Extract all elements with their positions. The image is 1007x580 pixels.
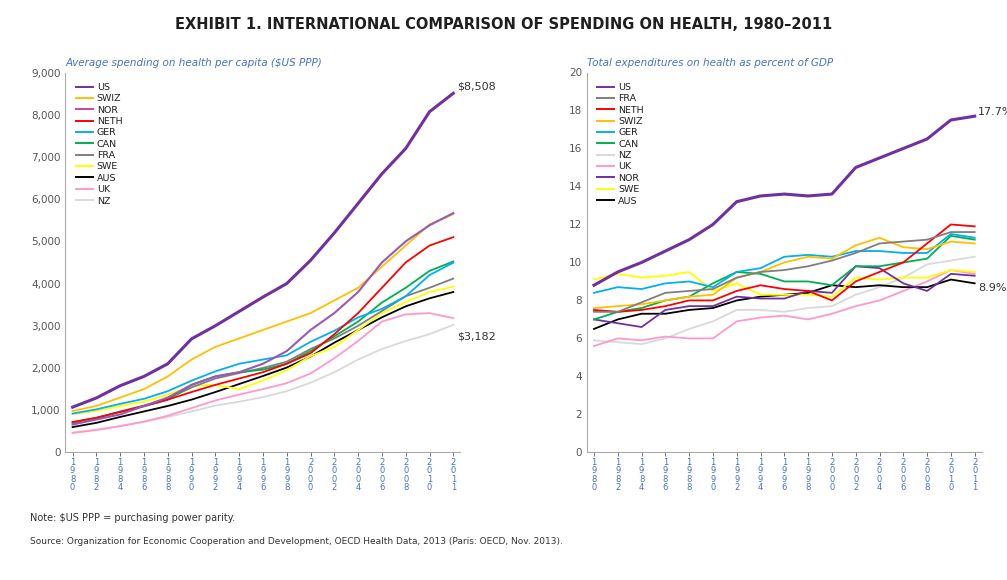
Text: EXHIBIT 1. INTERNATIONAL COMPARISON OF SPENDING ON HEALTH, 1980–2011: EXHIBIT 1. INTERNATIONAL COMPARISON OF S… [175, 17, 832, 32]
Legend: US, SWIZ, NOR, NETH, GER, CAN, FRA, SWE, AUS, UK, NZ: US, SWIZ, NOR, NETH, GER, CAN, FRA, SWE,… [75, 81, 124, 208]
Text: 17.7%: 17.7% [978, 107, 1007, 117]
Text: 8.9%: 8.9% [978, 283, 1007, 293]
Text: Average spending on health per capita ($US PPP): Average spending on health per capita ($… [65, 57, 322, 67]
Text: $3,182: $3,182 [457, 332, 495, 342]
Text: Note: $US PPP = purchasing power parity.: Note: $US PPP = purchasing power parity. [30, 513, 236, 523]
Text: Source: Organization for Economic Cooperation and Development, OECD Health Data,: Source: Organization for Economic Cooper… [30, 536, 563, 546]
Text: $8,508: $8,508 [457, 81, 495, 91]
Text: Total expenditures on health as percent of GDP: Total expenditures on health as percent … [587, 57, 833, 67]
Legend: US, FRA, NETH, SWIZ, GER, CAN, NZ, UK, NOR, SWE, AUS: US, FRA, NETH, SWIZ, GER, CAN, NZ, UK, N… [595, 81, 645, 208]
